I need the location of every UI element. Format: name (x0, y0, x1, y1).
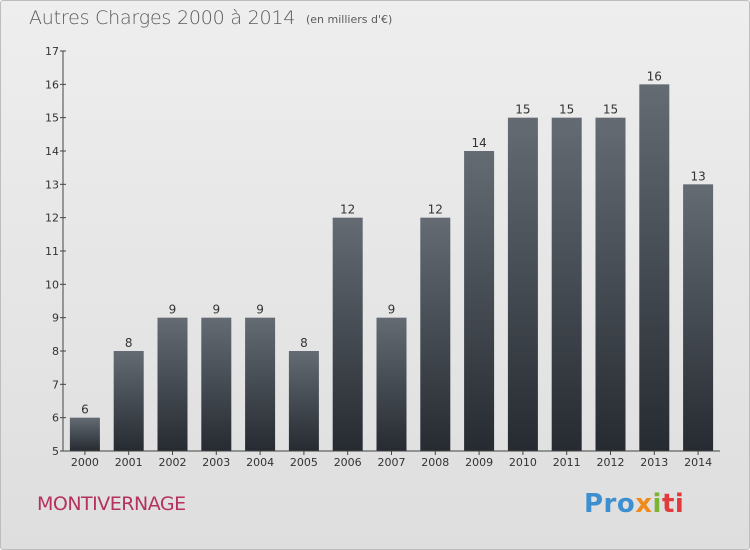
x-tick-label-2001: 2001 (115, 456, 143, 469)
data-label-2002: 9 (169, 303, 177, 317)
data-label-2008: 12 (428, 203, 443, 217)
bar-2014 (683, 184, 714, 452)
y-tick-label-9: 9 (52, 312, 59, 325)
data-label-2006: 12 (340, 203, 355, 217)
data-label-2014: 13 (690, 169, 705, 183)
bar-2011 (551, 117, 582, 452)
data-label-2009: 14 (471, 136, 486, 150)
bar-2004 (245, 317, 276, 451)
y-tick-label-14: 14 (45, 145, 59, 158)
y-tick-label-5: 5 (52, 445, 59, 458)
y-tick-label-8: 8 (52, 345, 59, 358)
data-label-2003: 9 (212, 303, 220, 317)
x-tick-label-2007: 2007 (378, 456, 406, 469)
bar-2003 (201, 317, 232, 451)
bar-2000 (69, 417, 100, 451)
chart-title: Autres Charges 2000 à 2014 (29, 7, 296, 29)
bar-2002 (157, 317, 188, 451)
proxiti-logo[interactable]: Proxiti (584, 489, 684, 519)
y-tick-label-6: 6 (52, 412, 59, 425)
data-label-2000: 6 (81, 403, 89, 417)
bar-2008 (420, 217, 451, 451)
logo-part: Pro (584, 489, 636, 519)
data-label-2001: 8 (125, 336, 133, 350)
y-tick-label-11: 11 (45, 245, 59, 258)
x-tick-label-2011: 2011 (553, 456, 581, 469)
bar-2007 (376, 317, 407, 451)
commune-name: MONTIVERNAGE (37, 493, 186, 515)
bar-2010 (507, 117, 538, 452)
x-tick-label-2013: 2013 (640, 456, 668, 469)
bar-2013 (639, 84, 670, 451)
y-tick-label-7: 7 (52, 378, 59, 391)
data-label-2011: 15 (559, 103, 574, 117)
x-tick-label-2006: 2006 (334, 456, 362, 469)
data-label-2004: 9 (256, 303, 264, 317)
data-label-2010: 15 (515, 103, 530, 117)
logo-part: i (652, 489, 662, 519)
x-tick-label-2005: 2005 (290, 456, 318, 469)
data-label-2007: 9 (388, 303, 396, 317)
x-tick-label-2000: 2000 (71, 456, 99, 469)
x-tick-label-2012: 2012 (597, 456, 625, 469)
y-tick-label-16: 16 (45, 78, 59, 91)
y-tick-label-13: 13 (45, 178, 59, 191)
logo-part: ti (661, 489, 685, 519)
logo-part: x (635, 489, 653, 519)
x-tick-label-2010: 2010 (509, 456, 537, 469)
y-tick-label-10: 10 (45, 278, 59, 291)
x-tick-label-2008: 2008 (421, 456, 449, 469)
y-tick-label-12: 12 (45, 212, 59, 225)
x-tick-label-2004: 2004 (246, 456, 274, 469)
bar-2012 (595, 117, 626, 452)
chart-subtitle: (en milliers d'€) (306, 13, 393, 26)
bar-2009 (464, 151, 495, 451)
y-tick-label-15: 15 (45, 112, 59, 125)
bar-2005 (288, 351, 319, 451)
x-tick-label-2014: 2014 (684, 456, 712, 469)
x-tick-label-2003: 2003 (202, 456, 230, 469)
bar-2001 (113, 351, 144, 451)
x-tick-label-2009: 2009 (465, 456, 493, 469)
data-label-2012: 15 (603, 103, 618, 117)
axes-group: 2000 2001 2002 2003 2004 2005 2006 2007 2008 2009… (45, 45, 720, 469)
bars-group: 6 8 9 9 9 8 12 9 12 14 15 15 15 16 13 (69, 69, 714, 452)
y-tick-label-17: 17 (45, 45, 59, 58)
data-label-2005: 8 (300, 336, 308, 350)
bar-2006 (332, 217, 363, 451)
data-label-2013: 16 (647, 69, 662, 83)
x-tick-label-2002: 2002 (159, 456, 187, 469)
